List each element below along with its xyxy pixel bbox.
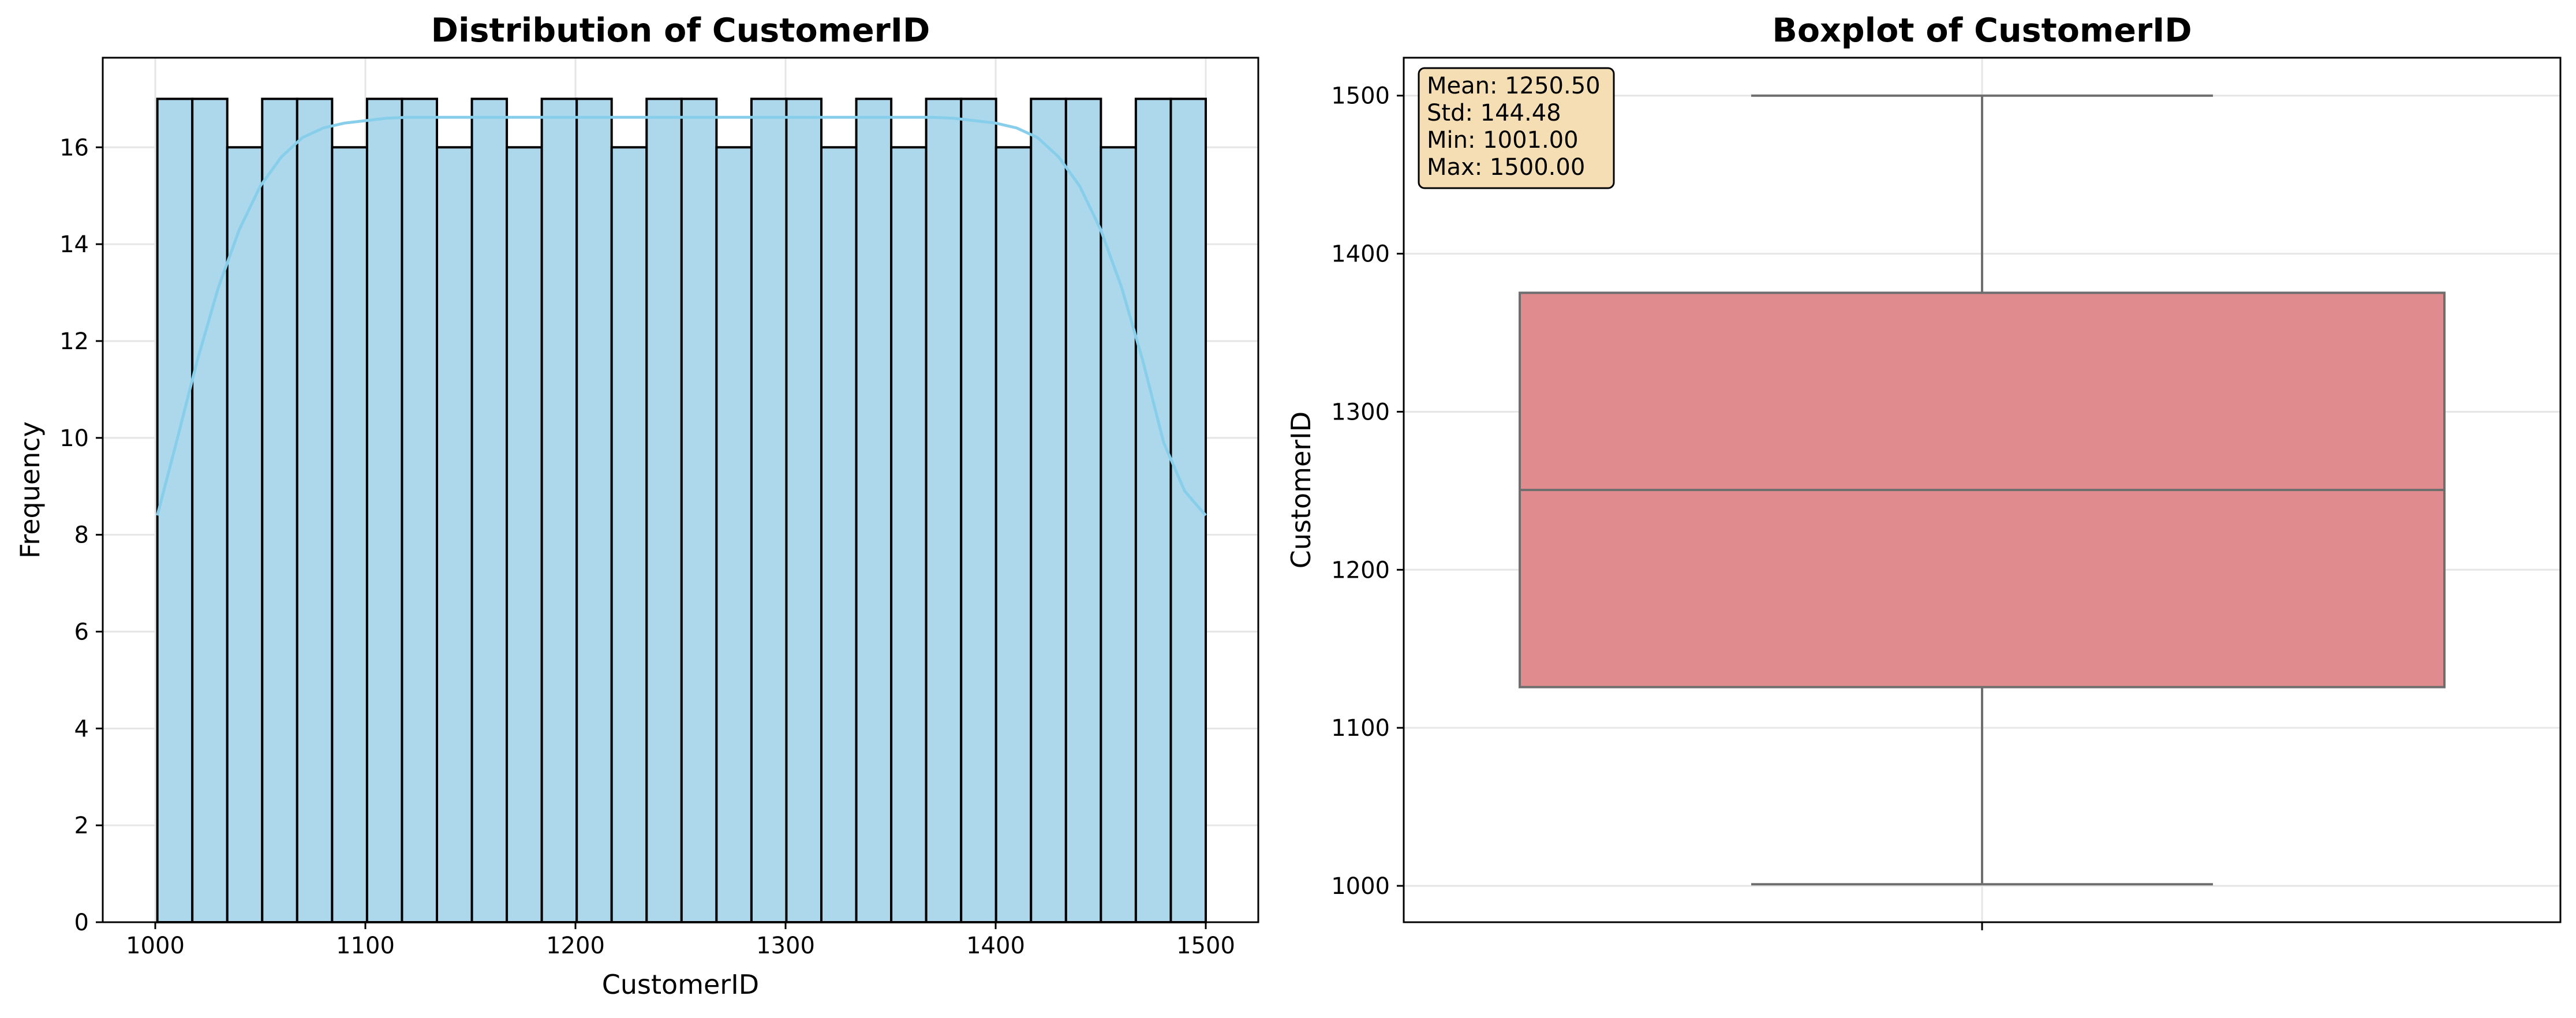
boxplot-y-axis-label: CustomerID — [1285, 411, 1317, 568]
histogram-bar — [890, 146, 928, 924]
histogram-bar — [436, 146, 473, 924]
boxplot-y-tick-label: 1000 — [1331, 873, 1390, 900]
histogram-x-tick-label: 1300 — [756, 933, 815, 959]
histogram-bar — [506, 146, 543, 924]
histogram-bar — [855, 98, 893, 923]
histogram-bar — [680, 98, 718, 923]
boxplot-y-tick-label: 1200 — [1331, 557, 1390, 583]
histogram-y-ticks: 0 2 4 6 8 10 12 14 16 — [59, 134, 103, 936]
histogram-x-axis-label: CustomerID — [602, 969, 759, 1000]
histogram-axes-frame — [102, 57, 1259, 923]
histogram-bar — [1030, 98, 1067, 923]
histogram-bar — [645, 98, 683, 923]
histogram-y-tick-label: 6 — [74, 619, 89, 645]
histogram-y-tick-label: 16 — [59, 134, 89, 161]
histogram-x-ticks: 1000 1100 1200 1300 1400 1500 — [126, 922, 1235, 959]
histogram-bar — [960, 98, 997, 923]
histogram-bar — [261, 98, 298, 923]
histogram-y-tick-label: 8 — [74, 522, 89, 549]
boxplot-marks — [1519, 94, 2446, 886]
statistics-box: Mean: 1250.50 Std: 144.48 Min: 1001.00 M… — [1418, 67, 1615, 189]
stats-std: Std: 144.48 — [1427, 100, 1561, 126]
stats-max: Max: 1500.00 — [1427, 154, 1585, 181]
histogram-x-tick-label: 1400 — [966, 933, 1025, 959]
kde-curve — [156, 115, 1207, 517]
statistics-box-background — [1418, 67, 1615, 189]
histogram-bar — [365, 98, 403, 923]
histogram-bar — [575, 98, 613, 923]
boxplot-panel: 1000 1100 1200 1300 1400 1500 Mean: 1250.50 S… — [1285, 12, 2562, 930]
histogram-bar — [925, 98, 963, 923]
boxplot-y-tick-label: 1300 — [1331, 399, 1390, 425]
histogram-bar — [470, 98, 509, 923]
histogram-bar — [820, 146, 858, 924]
histogram-bar — [156, 98, 194, 923]
boxplot-y-tick-label: 1500 — [1331, 83, 1390, 110]
histogram-bar — [296, 98, 334, 923]
histogram-y-tick-label: 4 — [74, 716, 89, 742]
histogram-bar — [785, 98, 822, 923]
stats-min: Min: 1001.00 — [1427, 127, 1579, 154]
histogram-bar — [715, 146, 753, 924]
histogram-bar — [191, 98, 229, 923]
boxplot-y-ticks: 1000 1100 1200 1300 1400 1500 — [1331, 83, 1404, 900]
histogram-bar — [610, 146, 648, 924]
histogram-y-tick-label: 0 — [74, 910, 89, 936]
histogram-y-tick-label: 14 — [59, 231, 89, 258]
histogram-bar — [331, 146, 368, 924]
histogram-x-tick-label: 1100 — [336, 933, 395, 959]
stats-mean: Mean: 1250.50 — [1427, 73, 1601, 99]
histogram-y-tick-label: 12 — [59, 328, 89, 355]
histogram-x-tick-label: 1200 — [546, 933, 605, 959]
histogram-bar — [540, 98, 578, 923]
histogram-bar — [750, 98, 788, 923]
histogram-y-tick-label: 2 — [74, 813, 89, 839]
histogram-bar — [1100, 146, 1137, 924]
boxplot-y-tick-label: 1400 — [1331, 241, 1390, 268]
histogram-bar — [226, 146, 264, 924]
histogram-title: Distribution of CustomerID — [431, 12, 930, 50]
histogram-x-tick-label: 1500 — [1176, 933, 1235, 959]
boxplot-y-tick-label: 1100 — [1331, 715, 1390, 742]
boxplot-title: Boxplot of CustomerID — [1772, 12, 2192, 50]
histogram-bar — [994, 146, 1033, 924]
histogram-x-tick-label: 1000 — [126, 933, 185, 959]
histogram-y-tick-label: 10 — [59, 425, 89, 452]
histogram-panel: 1000 1100 1200 1300 1400 1500 0 2 4 6 8 10 12 14 16 D… — [14, 12, 1259, 1000]
histogram-y-axis-label: Frequency — [14, 421, 46, 559]
histogram-bars — [156, 98, 1207, 924]
histogram-bar — [1134, 98, 1172, 923]
histogram-bar — [401, 98, 439, 923]
